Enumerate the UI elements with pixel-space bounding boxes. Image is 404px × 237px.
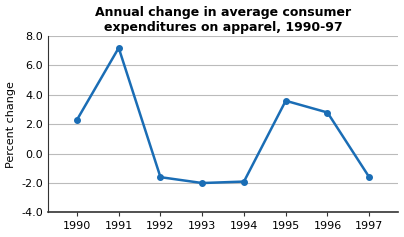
- Title: Annual change in average consumer
expenditures on apparel, 1990-97: Annual change in average consumer expend…: [95, 5, 351, 34]
- Y-axis label: Percent change: Percent change: [6, 81, 16, 168]
